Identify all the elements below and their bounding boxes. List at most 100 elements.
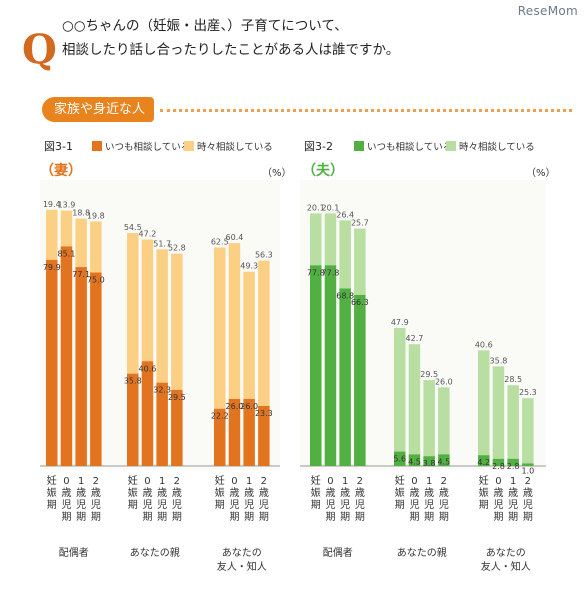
bar-sometimes-husband-0-1 xyxy=(324,213,337,266)
value-label-always-wife-2-3: 23.3 xyxy=(255,409,273,418)
value-label-sometimes-wife-2-1: 60.4 xyxy=(226,233,244,242)
group-label-wife-2-1: 友人・知人 xyxy=(217,560,267,573)
value-label-sometimes-husband-0-2: 26.4 xyxy=(336,210,354,219)
category-label-char-husband-1-1-2: 児 xyxy=(409,499,419,511)
category-label-char-husband-0-1-3: 期 xyxy=(325,511,335,523)
bar-sometimes-wife-1-1 xyxy=(141,239,154,362)
watermark-logo: ReseMom xyxy=(517,4,578,18)
bar-always-husband-0-1 xyxy=(324,265,337,466)
category-label-char-husband-2-1-3: 期 xyxy=(493,511,503,523)
value-label-always-wife-1-0: 35.8 xyxy=(124,377,142,386)
category-label-char-husband-2-2-3: 期 xyxy=(508,511,518,523)
bar-sometimes-husband-0-2 xyxy=(339,220,351,289)
value-label-always-wife-1-2: 32.3 xyxy=(153,386,171,395)
value-label-always-husband-1-3: 4.5 xyxy=(437,457,450,466)
figure-label-wife: 図3-1 xyxy=(44,140,73,153)
bar-always-husband-2-3 xyxy=(522,463,534,466)
bar-always-husband-0-3 xyxy=(354,294,366,466)
category-label-char-wife-1-0-1: 娠 xyxy=(128,486,138,499)
category-label-char-husband-1-3-3: 期 xyxy=(439,511,449,523)
bar-sometimes-husband-2-0 xyxy=(478,350,490,456)
bar-always-husband-1-1 xyxy=(408,454,421,466)
category-label-char-husband-0-1-2: 児 xyxy=(325,499,335,511)
bar-always-wife-2-2 xyxy=(243,398,255,466)
value-label-always-husband-1-1: 4.5 xyxy=(408,457,421,466)
bar-sometimes-wife-1-3 xyxy=(171,253,183,390)
value-label-always-wife-2-0: 22.2 xyxy=(211,412,229,421)
category-label-char-wife-1-2-3: 期 xyxy=(157,511,167,523)
category-label-char-husband-0-2-2: 児 xyxy=(340,499,350,511)
category-label-char-husband-2-2-1: 歳 xyxy=(508,487,518,499)
category-label-char-husband-0-3-0: 2 xyxy=(357,476,363,487)
value-label-always-husband-2-2: 2.8 xyxy=(507,462,520,471)
category-label-char-husband-1-1-0: 0 xyxy=(411,476,417,487)
value-label-sometimes-husband-2-2: 28.5 xyxy=(504,375,522,384)
bar-sometimes-wife-0-1 xyxy=(60,210,73,247)
value-label-always-wife-0-1: 85.1 xyxy=(58,249,76,258)
bar-always-wife-0-1 xyxy=(60,246,73,466)
unit-label-husband: （%） xyxy=(526,168,556,179)
category-label-char-wife-2-2-2: 児 xyxy=(244,499,254,511)
value-label-always-wife-2-1: 26.0 xyxy=(226,402,244,411)
subject-label-wife: （妻） xyxy=(40,163,82,179)
group-label-wife-1-0: あなたの親 xyxy=(130,546,180,559)
value-label-always-husband-0-3: 66.3 xyxy=(351,298,369,307)
bar-always-wife-2-3 xyxy=(258,405,270,466)
category-label-char-husband-0-3-3: 期 xyxy=(355,511,365,523)
legend-swatch-always-husband xyxy=(354,141,364,151)
category-label-char-wife-1-1-2: 児 xyxy=(142,499,152,511)
bar-always-husband-0-0 xyxy=(310,265,322,466)
question-mark-label: Q xyxy=(22,26,57,73)
category-label-char-husband-2-1-2: 児 xyxy=(493,499,503,511)
value-label-sometimes-husband-2-0: 40.6 xyxy=(475,340,493,349)
value-label-sometimes-wife-1-2: 51.7 xyxy=(153,239,171,248)
value-label-always-husband-2-1: 2.8 xyxy=(492,462,505,471)
category-label-char-husband-2-1-1: 歳 xyxy=(493,487,503,499)
bar-always-wife-0-0 xyxy=(46,259,58,466)
category-label-char-wife-1-2-1: 歳 xyxy=(157,487,167,499)
category-label-char-husband-1-2-0: 1 xyxy=(426,476,432,487)
category-label-char-wife-1-0-0: 妊 xyxy=(128,474,138,487)
bar-sometimes-wife-1-2 xyxy=(156,249,168,383)
category-label-char-wife-0-0-2: 期 xyxy=(47,499,57,511)
category-label-char-wife-2-0-1: 娠 xyxy=(215,486,225,499)
category-label-char-wife-2-3-2: 児 xyxy=(259,499,269,511)
bar-always-husband-1-2 xyxy=(423,456,435,466)
category-label-char-wife-2-1-2: 児 xyxy=(229,499,239,511)
subject-label-husband: （夫） xyxy=(302,163,344,179)
value-label-sometimes-wife-0-3: 19.8 xyxy=(87,211,105,220)
category-label-char-wife-0-1-0: 0 xyxy=(63,476,69,487)
bar-sometimes-husband-2-1 xyxy=(492,366,505,459)
value-label-sometimes-husband-0-3: 25.7 xyxy=(351,219,369,228)
category-label-char-wife-0-3-3: 期 xyxy=(91,511,101,523)
bar-sometimes-husband-1-1 xyxy=(408,344,421,455)
value-label-sometimes-wife-1-0: 54.5 xyxy=(124,223,142,232)
value-label-sometimes-husband-0-0: 20.1 xyxy=(307,203,325,212)
category-label-char-wife-1-1-0: 0 xyxy=(144,476,150,487)
bar-sometimes-wife-1-0 xyxy=(127,233,139,374)
group-label-husband-1-0: あなたの親 xyxy=(397,546,447,559)
category-label-char-wife-0-3-1: 歳 xyxy=(91,487,101,499)
category-label-char-wife-1-1-3: 期 xyxy=(142,511,152,523)
value-label-always-wife-0-2: 77.1 xyxy=(72,270,90,279)
category-label-char-wife-1-0-2: 期 xyxy=(128,499,138,511)
bar-always-wife-1-2 xyxy=(156,382,168,466)
value-label-always-husband-0-1: 77.8 xyxy=(322,268,340,277)
value-label-always-wife-0-0: 79.9 xyxy=(43,263,61,272)
bar-sometimes-wife-0-0 xyxy=(46,209,58,260)
category-label-char-wife-2-0-2: 期 xyxy=(215,499,225,511)
legend-sometimes-wife: 時々相談している xyxy=(184,139,273,153)
category-label-char-husband-0-0-0: 妊 xyxy=(311,474,321,487)
legend-label-always-husband: いつも相談している xyxy=(367,142,453,153)
category-label-char-wife-2-3-1: 歳 xyxy=(259,487,269,499)
category-label-char-wife-2-3-0: 2 xyxy=(261,476,267,487)
category-label-char-wife-1-2-0: 1 xyxy=(159,476,165,487)
question-text: ○○ちゃんの（妊娠・出産、）子育てについて、 相談したり話し合ったりしたことがあ… xyxy=(62,14,542,62)
category-label-char-wife-2-2-1: 歳 xyxy=(244,487,254,499)
category-label-char-husband-1-0-0: 妊 xyxy=(395,474,405,487)
category-label-char-husband-0-1-1: 歳 xyxy=(325,487,335,499)
category-label-char-wife-0-0-0: 妊 xyxy=(47,474,57,487)
bar-always-husband-2-2 xyxy=(507,458,519,466)
category-label-char-wife-2-2-0: 1 xyxy=(246,476,252,487)
category-label-char-husband-1-3-1: 歳 xyxy=(439,487,449,499)
